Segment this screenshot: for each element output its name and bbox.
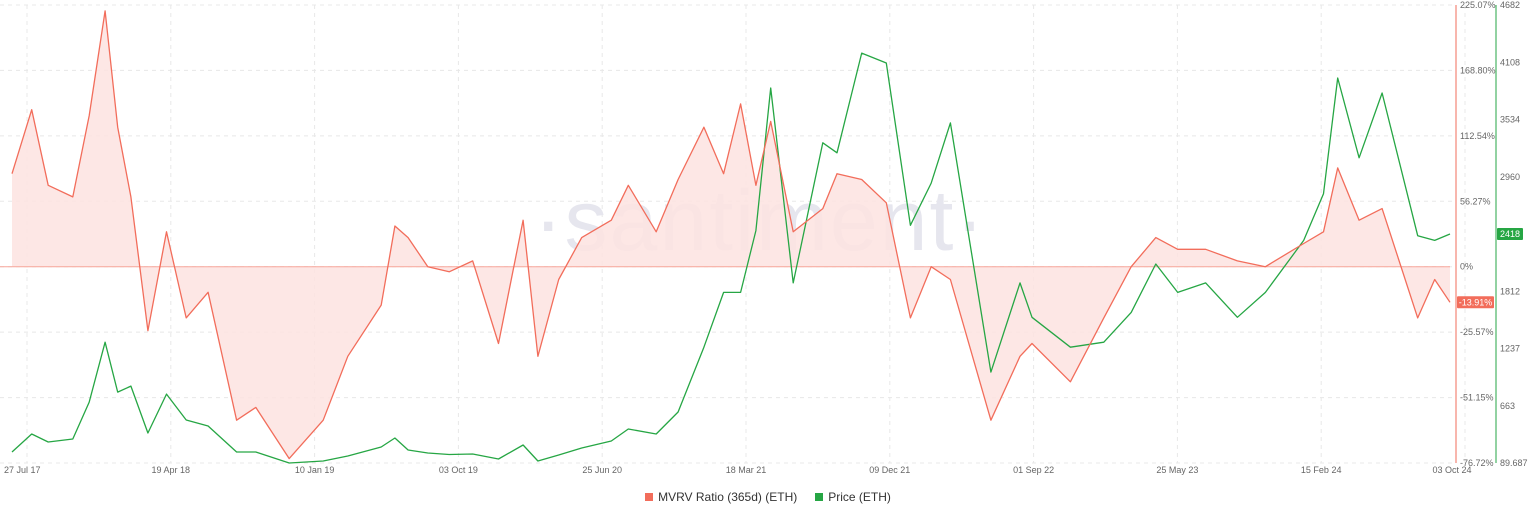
price-axis-ticks: 4682 4108 3534 2960 1812 1237 663 89.687 (1500, 0, 1528, 468)
price-tick-label: 1812 (1500, 286, 1520, 296)
x-tick-label: 10 Jan 19 (295, 465, 335, 475)
mvrv-area-fill (12, 10, 1450, 459)
mvrv-series (11, 10, 1451, 460)
price-current-value: 2418 (1500, 229, 1520, 239)
legend-swatch-mvrv (645, 493, 654, 501)
current-value-badges: -13.91% 2418 (1457, 228, 1523, 309)
mvrv-current-badge (1457, 296, 1494, 309)
x-tick-label: 27 Jul 17 (4, 465, 41, 475)
price-tick-label: 2960 (1500, 172, 1520, 182)
price-current-badge (1497, 228, 1523, 240)
mvrv-tick-label: -76.72% (1460, 458, 1494, 468)
x-tick-label: 25 May 23 (1156, 465, 1198, 475)
price-tick-label: 663 (1500, 401, 1515, 411)
x-tick-label: 19 Apr 18 (152, 465, 191, 475)
x-tick-label: 18 Mar 21 (726, 465, 767, 475)
mvrv-line (11, 10, 1451, 460)
legend-label-mvrv: MVRV Ratio (365d) (ETH) (658, 490, 798, 504)
x-tick-label: 01 Sep 22 (1013, 465, 1054, 475)
x-axis-ticks: 27 Jul 17 19 Apr 18 10 Jan 19 03 Oct 19 25 J… (4, 465, 1472, 475)
price-series (11, 52, 1451, 464)
legend-swatch-price (815, 493, 824, 501)
mvrv-tick-label: 225.07% (1460, 0, 1496, 10)
mvrv-axis-ticks: 225.07% 168.80% 112.54% 56.27% 0% -25.57% -51.… (1460, 0, 1496, 468)
price-tick-label: 4108 (1500, 57, 1520, 67)
x-tick-label: 03 Oct 19 (439, 465, 478, 475)
mvrv-tick-label: -51.15% (1460, 393, 1494, 403)
price-tick-label: 89.687 (1500, 458, 1528, 468)
mvrv-tick-label: -25.57% (1460, 327, 1494, 337)
x-tick-label: 15 Feb 24 (1301, 465, 1342, 475)
legend-item-price[interactable]: Price (ETH) (815, 490, 891, 504)
x-tick-label: 03 Oct 24 (1432, 465, 1471, 475)
axes (1455, 5, 1497, 463)
mvrv-tick-label: 0% (1460, 262, 1473, 272)
legend-label-price: Price (ETH) (828, 490, 891, 504)
legend: MVRV Ratio (365d) (ETH) Price (ETH) (0, 490, 1536, 504)
mvrv-tick-label: 56.27% (1460, 196, 1491, 206)
x-tick-label: 09 Dec 21 (869, 465, 910, 475)
mvrv-tick-label: 112.54% (1460, 131, 1495, 141)
price-tick-label: 4682 (1500, 0, 1520, 10)
x-tick-label: 25 Jun 20 (582, 465, 622, 475)
price-line (11, 52, 1451, 464)
legend-item-mvrv[interactable]: MVRV Ratio (365d) (ETH) (645, 490, 797, 504)
mvrv-tick-label: 168.80% (1460, 65, 1496, 75)
price-tick-label: 3534 (1500, 115, 1520, 125)
mvrv-current-value: -13.91% (1459, 297, 1493, 307)
price-tick-label: 1237 (1500, 344, 1520, 354)
mvrv-area (12, 10, 1450, 459)
